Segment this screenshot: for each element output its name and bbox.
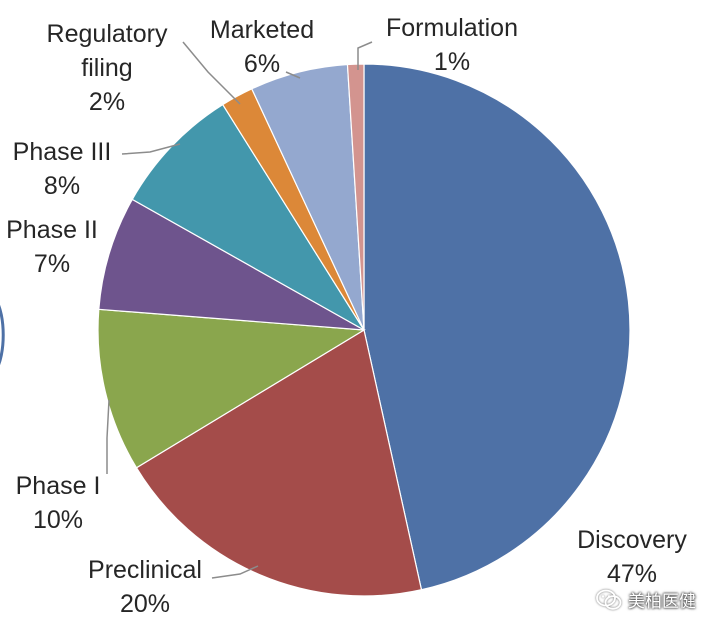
- pie-slice-preclinical: [135, 329, 423, 597]
- leader-line-phase-i: [106, 399, 110, 474]
- leader-line-phase-iii: [121, 143, 181, 155]
- slice-value-preclinical: 20%: [120, 590, 170, 618]
- pie-slice-formulation: [346, 63, 365, 331]
- slice-label-regulatory-filing-line-2: filing: [81, 54, 132, 82]
- slice-label-regulatory-filing-line-1: Regulatory: [47, 20, 168, 48]
- slice-value-marketed: 6%: [244, 50, 280, 78]
- slice-label-phase-ii: Phase II: [6, 216, 98, 244]
- slice-label-discovery: Discovery: [577, 526, 687, 554]
- edge-decoration: [0, 304, 5, 366]
- slice-value-regulatory-filing: 2%: [89, 88, 125, 116]
- watermark-text: 美柏医健: [628, 592, 696, 612]
- slice-value-phase-ii: 7%: [34, 250, 70, 278]
- slice-value-formulation: 1%: [434, 48, 470, 76]
- leader-line-marketed: [285, 71, 301, 79]
- slice-value-phase-i: 10%: [33, 506, 83, 534]
- watermark: 美柏医健: [596, 587, 696, 612]
- slice-label-preclinical: Preclinical: [88, 556, 202, 584]
- pie-slice-phase-ii: [98, 198, 365, 331]
- pie-slice-discovery: [363, 63, 631, 591]
- slice-label-phase-i: Phase I: [16, 472, 101, 500]
- slice-value-discovery: 47%: [607, 560, 657, 588]
- pie-slice-phase-i: [97, 308, 366, 469]
- leader-line-preclinical: [211, 565, 259, 579]
- leader-line-formulation: [357, 41, 373, 70]
- slice-label-phase-iii: Phase III: [13, 138, 112, 166]
- slice-value-phase-iii: 8%: [44, 172, 80, 200]
- slice-label-marketed: Marketed: [210, 16, 314, 44]
- wechat-icon: [596, 589, 622, 610]
- leader-line-regulatory-filing: [182, 41, 241, 105]
- slice-label-formulation: Formulation: [386, 14, 518, 42]
